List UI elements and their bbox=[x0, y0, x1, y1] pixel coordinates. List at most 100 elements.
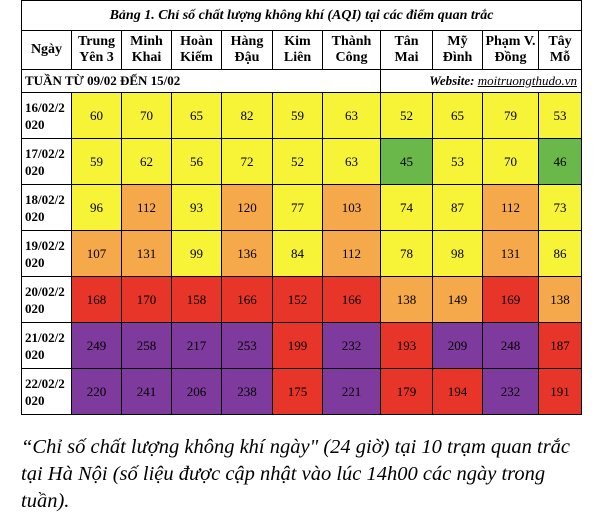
aqi-value-cell: 131 bbox=[121, 230, 172, 277]
day-header: Ngày bbox=[21, 30, 72, 70]
aqi-value-cell: 112 bbox=[482, 184, 539, 231]
aqi-value-cell: 217 bbox=[171, 322, 222, 369]
aqi-value-cell: 79 bbox=[482, 92, 539, 139]
aqi-value-cell: 238 bbox=[221, 368, 273, 415]
aqi-value-cell: 112 bbox=[322, 230, 381, 277]
aqi-value-cell: 199 bbox=[272, 322, 323, 369]
aqi-value-cell: 78 bbox=[380, 230, 433, 277]
aqi-value-cell: 87 bbox=[432, 184, 483, 231]
aqi-value-cell: 53 bbox=[432, 138, 483, 185]
website-link[interactable]: moitruongthudo.vn bbox=[477, 73, 578, 88]
aqi-value-cell: 206 bbox=[171, 368, 222, 415]
week-row: TUẦN TỪ 09/02 ĐẾN 15/02 Website: moitruo… bbox=[21, 69, 583, 93]
table-row: 16/02/2 020 60 70 65 82 59 63 52 65 79 53 bbox=[21, 92, 583, 139]
table-row: 17/02/2 020 59 62 56 72 52 63 45 53 70 46 bbox=[21, 138, 583, 185]
aqi-value-cell: 98 bbox=[432, 230, 483, 277]
aqi-value-cell: 136 bbox=[221, 230, 273, 277]
aqi-value-cell: 53 bbox=[537, 92, 583, 139]
aqi-value-cell: 193 bbox=[380, 322, 433, 369]
aqi-value-cell: 158 bbox=[171, 276, 222, 323]
aqi-value-cell: 169 bbox=[482, 276, 539, 323]
date-cell: 18/02/2 020 bbox=[21, 184, 72, 231]
aqi-value-cell: 59 bbox=[272, 92, 323, 139]
station-header: Kim Liên bbox=[272, 30, 323, 70]
aqi-value-cell: 65 bbox=[432, 92, 483, 139]
aqi-value-cell: 138 bbox=[537, 276, 583, 323]
aqi-value-cell: 187 bbox=[537, 322, 583, 369]
aqi-value-cell: 152 bbox=[272, 276, 323, 323]
aqi-value-cell: 86 bbox=[537, 230, 583, 277]
station-header: Tân Mai bbox=[380, 30, 433, 70]
aqi-value-cell: 72 bbox=[221, 138, 273, 185]
aqi-value-cell: 241 bbox=[121, 368, 172, 415]
aqi-value-cell: 70 bbox=[482, 138, 539, 185]
station-header: Thành Công bbox=[322, 30, 381, 70]
aqi-value-cell: 52 bbox=[380, 92, 433, 139]
aqi-value-cell: 138 bbox=[380, 276, 433, 323]
date-cell: 17/02/2 020 bbox=[21, 138, 72, 185]
aqi-value-cell: 46 bbox=[537, 138, 583, 185]
aqi-value-cell: 93 bbox=[171, 184, 222, 231]
station-header: Mỹ Đình bbox=[432, 30, 483, 70]
aqi-value-cell: 63 bbox=[322, 138, 381, 185]
aqi-value-cell: 249 bbox=[71, 322, 122, 369]
website-cell: Website: moitruongthudo.vn bbox=[379, 69, 583, 93]
aqi-value-cell: 166 bbox=[322, 276, 381, 323]
table-title: Bảng 1. Chỉ số chất lượng không khí (AQI… bbox=[20, 0, 583, 31]
aqi-value-cell: 70 bbox=[121, 92, 172, 139]
aqi-value-cell: 99 bbox=[171, 230, 222, 277]
aqi-value-cell: 170 bbox=[121, 276, 172, 323]
aqi-value-cell: 60 bbox=[71, 92, 122, 139]
caption: “Chỉ số chất lượng không khí ngày" (24 g… bbox=[21, 436, 571, 512]
aqi-value-cell: 77 bbox=[272, 184, 323, 231]
date-cell: 16/02/2 020 bbox=[21, 92, 72, 139]
date-cell: 19/02/2 020 bbox=[21, 230, 72, 277]
aqi-value-cell: 166 bbox=[221, 276, 273, 323]
aqi-value-cell: 221 bbox=[322, 368, 381, 415]
table-row: 19/02/2 020 107 131 99 136 84 112 78 98 131 86 bbox=[21, 230, 583, 277]
aqi-value-cell: 175 bbox=[272, 368, 323, 415]
station-header: Hàng Đậu bbox=[221, 30, 273, 70]
aqi-value-cell: 131 bbox=[482, 230, 539, 277]
aqi-value-cell: 179 bbox=[380, 368, 433, 415]
aqi-value-cell: 248 bbox=[482, 322, 539, 369]
table-row: 20/02/2 020 168 170 158 166 152 166 138 149 169 13… bbox=[21, 276, 583, 323]
date-cell: 22/02/2 020 bbox=[21, 368, 72, 415]
date-cell: 21/02/2 020 bbox=[21, 322, 72, 369]
header-row: Ngày Trung Yên 3 Minh Khai Hoàn Kiếm Hàng Đ… bbox=[21, 30, 583, 70]
aqi-value-cell: 258 bbox=[121, 322, 172, 369]
aqi-table: Bảng 1. Chỉ số chất lượng không khí (AQI… bbox=[20, 0, 583, 415]
station-header: Minh Khai bbox=[121, 30, 172, 70]
aqi-value-cell: 96 bbox=[71, 184, 122, 231]
aqi-value-cell: 209 bbox=[432, 322, 483, 369]
station-header: Tây Mỗ bbox=[537, 30, 583, 70]
aqi-value-cell: 84 bbox=[272, 230, 323, 277]
aqi-value-cell: 194 bbox=[432, 368, 483, 415]
aqi-value-cell: 191 bbox=[537, 368, 583, 415]
station-header: Hoàn Kiếm bbox=[171, 30, 222, 70]
aqi-value-cell: 120 bbox=[221, 184, 273, 231]
station-header: Trung Yên 3 bbox=[71, 30, 122, 70]
aqi-value-cell: 45 bbox=[380, 138, 433, 185]
aqi-value-cell: 112 bbox=[121, 184, 172, 231]
aqi-value-cell: 253 bbox=[221, 322, 273, 369]
aqi-value-cell: 73 bbox=[537, 184, 583, 231]
website-label: Website: bbox=[429, 73, 475, 88]
aqi-value-cell: 56 bbox=[171, 138, 222, 185]
aqi-value-cell: 52 bbox=[272, 138, 323, 185]
aqi-value-cell: 107 bbox=[71, 230, 122, 277]
aqi-value-cell: 62 bbox=[121, 138, 172, 185]
aqi-value-cell: 65 bbox=[171, 92, 222, 139]
aqi-value-cell: 232 bbox=[482, 368, 539, 415]
table-row: 22/02/2 020 220 241 206 238 175 221 179 194 232 19… bbox=[21, 368, 583, 415]
station-header: Phạm V. Đồng bbox=[482, 30, 539, 70]
week-label: TUẦN TỪ 09/02 ĐẾN 15/02 bbox=[21, 69, 381, 93]
aqi-value-cell: 103 bbox=[322, 184, 381, 231]
aqi-value-cell: 63 bbox=[322, 92, 381, 139]
aqi-value-cell: 59 bbox=[71, 138, 122, 185]
aqi-value-cell: 74 bbox=[380, 184, 433, 231]
date-cell: 20/02/2 020 bbox=[21, 276, 72, 323]
aqi-value-cell: 220 bbox=[71, 368, 122, 415]
aqi-value-cell: 232 bbox=[322, 322, 381, 369]
aqi-value-cell: 149 bbox=[432, 276, 483, 323]
